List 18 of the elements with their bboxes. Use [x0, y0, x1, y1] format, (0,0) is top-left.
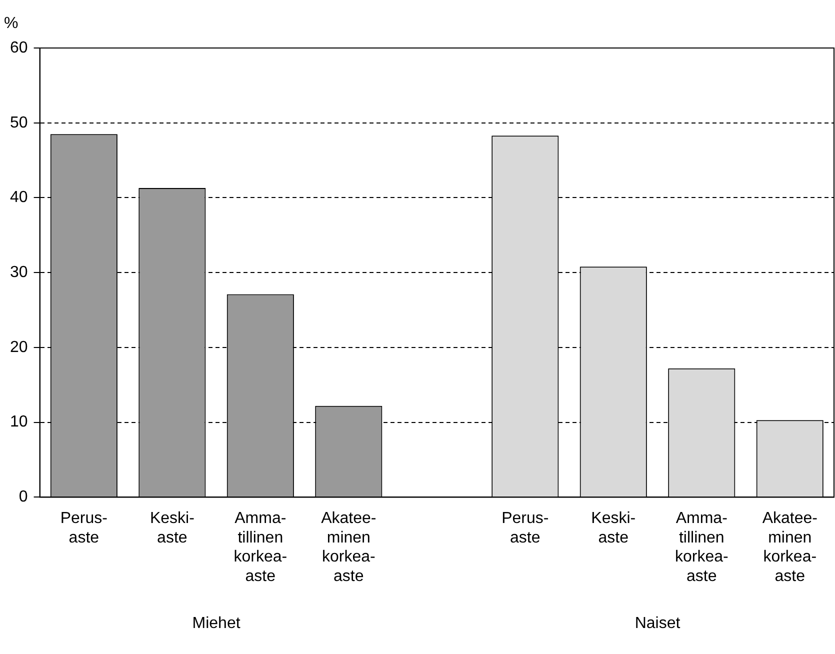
- x-tick-label: Amma- tillinen korkea- aste: [234, 510, 288, 585]
- text: Naiset: [634, 615, 681, 632]
- y-tick-label: 50: [10, 114, 28, 132]
- x-tick-label: Akatee- minen korkea- aste: [762, 510, 818, 585]
- y-tick-label: 20: [10, 338, 28, 356]
- y-tick-label: 30: [10, 264, 28, 282]
- y-tick-label: 0: [18, 488, 28, 506]
- x-tick-label: Keski- aste: [150, 510, 194, 546]
- y-tick-label: 10: [10, 414, 28, 431]
- x-tick-label: Perus- aste: [60, 510, 108, 546]
- y-axis-title: %: [4, 15, 18, 32]
- y-tick-label: 40: [10, 189, 28, 206]
- x-tick-label: Perus- aste: [502, 510, 549, 546]
- x-tick-label: Akatee- minen korkea- aste: [321, 510, 376, 585]
- y-tick-label: 60: [10, 39, 28, 56]
- text: Miehet: [192, 615, 241, 632]
- x-tick-label: Amma- tillinen korkea- aste: [674, 510, 728, 585]
- x-tick-label: Keski- aste: [591, 510, 636, 546]
